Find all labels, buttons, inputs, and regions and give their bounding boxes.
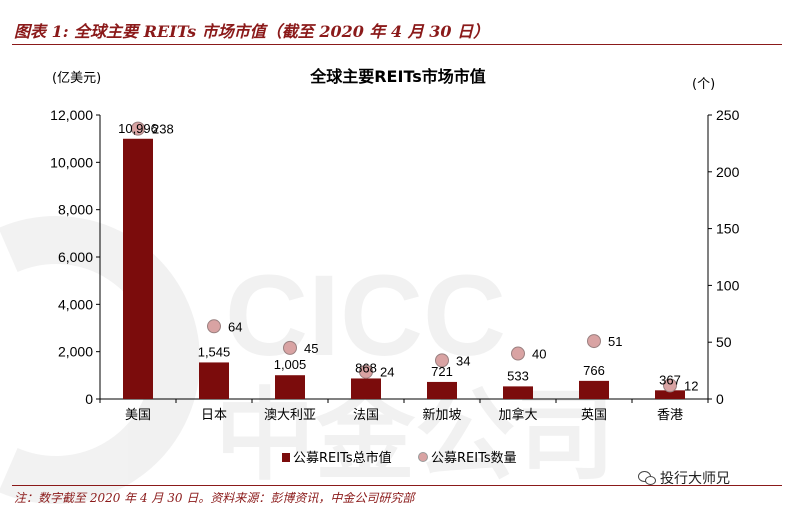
bar-value-label: 721 (431, 364, 453, 379)
chart-title: 全球主要REITs市场市值 (309, 67, 486, 86)
left-axis-unit: (亿美元) (52, 71, 101, 86)
wechat-label: 投行大师兄 (660, 471, 730, 487)
bar-value-label: 10,996 (118, 121, 158, 136)
bar (351, 378, 381, 399)
category-label: 香港 (657, 408, 683, 423)
bars (123, 138, 685, 399)
right-tick-label: 0 (716, 391, 724, 407)
right-tick-label: 150 (716, 221, 740, 237)
bar (579, 380, 609, 399)
count-value-label: 12 (684, 378, 698, 393)
left-tick-label: 6,000 (58, 249, 93, 265)
watermark-logo (0, 216, 200, 504)
right-tick-label: 250 (716, 107, 740, 123)
count-value-label: 34 (456, 353, 470, 368)
category-label: 新加坡 (422, 407, 461, 423)
right-tick-label: 100 (716, 277, 740, 293)
bar-value-label: 868 (355, 360, 377, 375)
points (131, 121, 677, 393)
legend: 公募REITs总市值 公募REITs数量 (282, 450, 517, 466)
count-point (511, 346, 525, 361)
bar (427, 381, 457, 399)
bar-value-label: 766 (583, 363, 605, 378)
category-label: 法国 (353, 408, 379, 423)
wechat-icon (638, 471, 656, 485)
bar-value-label: 533 (507, 368, 529, 383)
left-tick-label: 8,000 (58, 202, 93, 218)
legend-label-point: 公募REITs数量 (431, 451, 517, 466)
count-point (587, 334, 601, 349)
count-point (131, 121, 145, 136)
count-value-label: 24 (380, 365, 394, 380)
count-value-label: 51 (608, 334, 622, 349)
legend-swatch-bar (282, 453, 290, 462)
category-label: 英国 (581, 408, 607, 423)
bar (199, 362, 229, 399)
left-tick-label: 4,000 (58, 296, 93, 312)
footnote: 注：数字截至 2020 年 4 月 30 日。资料来源：彭博资讯，中金公司研究部 (14, 491, 415, 505)
bar (503, 386, 533, 399)
count-point (663, 378, 677, 393)
category-label: 美国 (125, 408, 151, 423)
right-tick-label: 50 (716, 334, 732, 350)
watermark-text: CICC (225, 252, 506, 380)
top-rule (12, 44, 782, 45)
left-tick-label: 0 (85, 391, 93, 407)
bar (655, 390, 685, 399)
count-value-label: 45 (304, 341, 318, 356)
count-point (207, 319, 221, 334)
left-tick-label: 10,000 (50, 154, 93, 170)
right-tick-label: 200 (716, 164, 740, 180)
bar-value-label: 367 (659, 372, 681, 387)
bar-value-label: 1,005 (274, 357, 307, 372)
legend-label-bar: 公募REITs总市值 (293, 450, 392, 466)
bar (275, 375, 305, 399)
count-value-label: 238 (152, 122, 174, 137)
legend-swatch-point (418, 452, 428, 462)
count-point (359, 364, 373, 379)
wechat-badge: 投行大师兄 (638, 468, 730, 488)
count-value-label: 64 (228, 319, 242, 334)
left-tick-label: 12,000 (50, 107, 93, 123)
category-label: 日本 (201, 408, 227, 423)
category-label: 加拿大 (498, 407, 537, 423)
bottom-rule (12, 485, 782, 486)
figure-title: 图表 1: 全球主要 REITs 市场市值（截至 2020 年 4 月 30 日… (14, 22, 490, 41)
right-axis-unit: (个) (692, 77, 715, 92)
left-tick-label: 2,000 (58, 344, 93, 360)
count-point (283, 340, 297, 355)
bar (123, 138, 153, 399)
count-value-label: 40 (532, 347, 546, 362)
data-labels: 10,996 1,545 1,005 868 721 533 766 367 238 64 45 24… (118, 121, 698, 394)
count-point (435, 353, 449, 368)
bar-value-label: 1,545 (198, 344, 231, 359)
category-label: 澳大利亚 (264, 407, 316, 423)
